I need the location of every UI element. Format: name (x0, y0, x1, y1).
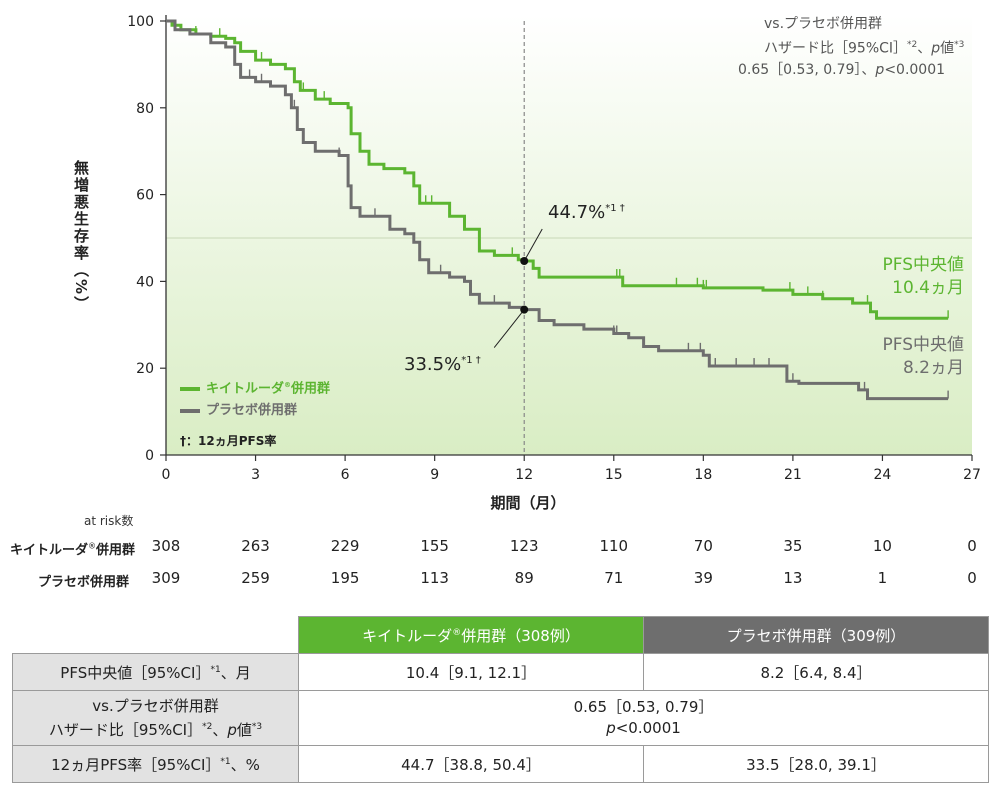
y-tick-label: 80 (136, 101, 154, 117)
risk-number: 1 (877, 569, 888, 587)
summary-median-keytruda: 10.4［9.1, 12.1］ (298, 653, 644, 691)
y-tick-label: 100 (127, 14, 154, 30)
risk-label-placebo: プラセボ併用群 (38, 575, 130, 590)
km-chart: 0 20 40 60 80 100 0 3 6 9 12 15 18 21 24 27 (127, 14, 981, 483)
risk-number: 309 (151, 569, 181, 587)
legend-swatch-placebo (180, 408, 200, 413)
legend-note: †：12ヵ月PFS率 (180, 434, 277, 449)
x-tick-label: 21 (784, 467, 802, 483)
leader-line-placebo (493, 309, 525, 348)
risk-number: 263 (241, 537, 270, 555)
summary-header-placebo: プラセボ併用群（309例） (643, 616, 989, 654)
summary-median-placebo: 8.2［6.4, 8.4］ (643, 653, 989, 691)
x-tick-label: 3 (251, 467, 260, 483)
summary-row-median-label: PFS中央値［95%CI］*1、月 (12, 653, 299, 691)
y-axis-title: 無増悪生存率（%） (72, 160, 90, 314)
risk-number: 195 (330, 569, 360, 587)
x-axis-title: 期間（月） (490, 494, 566, 512)
risk-number: 123 (509, 537, 539, 555)
keytruda-12m-label: 44.7%*1 † (548, 202, 625, 223)
legend-swatch-keytruda (180, 386, 200, 391)
x-tick-label: 18 (694, 467, 712, 483)
summary-12m-placebo: 33.5［28.0, 39.1］ (643, 745, 989, 783)
hr-line1: vs.プラセボ併用群 (764, 16, 883, 32)
risk-number: 89 (514, 569, 534, 587)
risk-number: 70 (693, 537, 713, 555)
risk-number: 113 (420, 569, 449, 587)
risk-number: 155 (420, 537, 449, 555)
x-tick-label: 6 (341, 467, 350, 483)
y-tick-label: 60 (136, 188, 154, 204)
placebo-median-label: PFS中央値 8.2ヵ月 (882, 335, 964, 378)
point-12m-keytruda (520, 257, 529, 266)
summary-table: キイトルーダ®併用群（308例） プラセボ併用群（309例） PFS中央値［95… (12, 616, 989, 783)
risk-number: 0 (967, 569, 977, 587)
legend-item-placebo: プラセボ併用群 (180, 400, 330, 422)
legend-item-keytruda: キイトルーダ®併用群 (180, 374, 330, 400)
risk-number: 39 (693, 569, 713, 587)
summary-12m-keytruda: 44.7［38.8, 50.4］ (298, 745, 644, 783)
x-tick-label: 24 (874, 467, 892, 483)
risk-number: 308 (151, 537, 181, 555)
risk-number: 259 (241, 569, 270, 587)
summary-row-hr-label: vs.プラセボ併用群 ハザード比［95%CI］*2、p値*3 (12, 690, 299, 746)
leader-line-keytruda (523, 228, 543, 262)
risk-number: 0 (967, 537, 977, 555)
y-tick-label: 0 (145, 448, 154, 464)
km-curve-placebo (166, 19, 949, 401)
x-tick-label: 12 (515, 467, 533, 483)
placebo-12m-label: 33.5%*1 † (404, 354, 481, 375)
hr-line2: ハザード比［95%CI］*2、p値*3 (764, 40, 965, 57)
summary-hr-value: 0.65［0.53, 0.79］ p<0.0001 (298, 690, 989, 746)
risk-number: 13 (783, 569, 803, 587)
y-tick-label: 20 (136, 361, 154, 377)
keytruda-median-label: PFS中央値 10.4ヵ月 (882, 255, 964, 298)
hr-annotation: vs.プラセボ併用群 ハザード比［95%CI］*2、p値*3 0.65［0.53… (738, 14, 965, 81)
point-12m-placebo (520, 305, 529, 314)
risk-number: 110 (599, 537, 629, 555)
risk-number: 35 (783, 537, 803, 555)
summary-corner (12, 616, 299, 654)
x-tick-label: 9 (430, 467, 439, 483)
x-tick-label: 0 (162, 467, 171, 483)
hr-line3: 0.65［0.53, 0.79］、p<0.0001 (738, 61, 946, 78)
km-curve-keytruda (166, 19, 949, 320)
legend: キイトルーダ®併用群 プラセボ併用群 †：12ヵ月PFS率 (180, 374, 330, 452)
risk-number: 10 (872, 537, 892, 555)
risk-number: 71 (604, 569, 624, 587)
risk-number: 229 (330, 537, 360, 555)
x-tick-label: 27 (963, 467, 981, 483)
x-tick-label: 15 (605, 467, 623, 483)
risk-label-keytruda: キイトルーダ®併用群 (10, 541, 136, 558)
risk-table-title: at risk数 (84, 514, 134, 528)
summary-header-keytruda: キイトルーダ®併用群（308例） (298, 616, 644, 654)
y-tick-label: 40 (136, 274, 154, 290)
summary-row-12m-label: 12ヵ月PFS率［95%CI］*1、% (12, 745, 299, 783)
